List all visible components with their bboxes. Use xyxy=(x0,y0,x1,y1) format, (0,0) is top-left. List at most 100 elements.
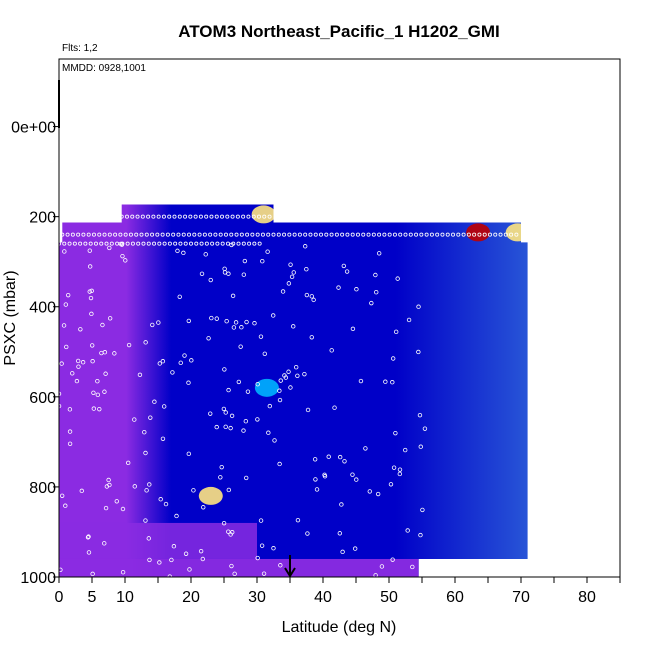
track-point xyxy=(293,365,299,370)
track-point xyxy=(120,253,125,259)
track-point xyxy=(339,502,344,507)
track-point xyxy=(186,451,192,457)
track-point xyxy=(226,529,231,534)
track-point xyxy=(271,546,276,551)
track-point xyxy=(337,454,343,460)
x-tick-label: 70 xyxy=(512,589,530,606)
track-point xyxy=(88,295,94,301)
track-point xyxy=(226,387,231,393)
track-point xyxy=(199,271,205,277)
track-point xyxy=(225,214,230,219)
track-point xyxy=(142,429,147,435)
track-point xyxy=(391,465,397,470)
x-tick-label: 60 xyxy=(446,589,464,606)
x-tick-label: 0 xyxy=(55,589,64,606)
track-point xyxy=(86,232,91,237)
track-point xyxy=(377,232,382,237)
track-point xyxy=(417,412,423,418)
track-point xyxy=(199,241,204,246)
track-point xyxy=(230,293,236,299)
track-point xyxy=(86,550,92,555)
track-point xyxy=(200,556,206,562)
track-point xyxy=(132,417,137,422)
track-point xyxy=(204,214,209,219)
track-point xyxy=(87,289,92,294)
y-axis: 0e+00 200 400 600 800 1000 xyxy=(11,120,59,587)
track-point xyxy=(174,513,179,519)
track-point xyxy=(231,241,236,246)
track-point xyxy=(221,406,227,412)
track-point xyxy=(250,232,255,237)
track-point xyxy=(286,369,291,374)
track-point xyxy=(424,232,429,237)
track-point xyxy=(147,557,152,563)
track-point xyxy=(162,241,167,246)
track-point xyxy=(280,289,286,294)
track-point xyxy=(289,274,295,280)
track-point xyxy=(126,342,132,348)
track-point xyxy=(209,315,214,321)
track-point xyxy=(72,241,77,246)
track-point xyxy=(120,506,126,512)
track-point xyxy=(340,549,345,555)
track-point xyxy=(350,232,355,237)
track-point xyxy=(124,214,129,219)
track-point xyxy=(128,232,133,237)
track-point xyxy=(76,364,81,369)
track-point xyxy=(120,241,125,246)
track-point xyxy=(81,232,86,237)
track-point xyxy=(252,321,257,326)
track-point xyxy=(95,378,100,384)
track-point xyxy=(203,252,208,257)
track-point xyxy=(130,241,135,246)
track-point xyxy=(440,232,445,237)
track-point xyxy=(183,214,188,219)
track-point xyxy=(194,241,199,246)
track-point xyxy=(222,367,227,372)
track-point xyxy=(376,251,382,256)
track-point xyxy=(340,232,345,237)
track-point xyxy=(241,241,246,246)
track-point xyxy=(302,371,307,377)
track-point xyxy=(189,358,194,363)
track-point xyxy=(420,507,425,513)
track-point xyxy=(342,459,347,464)
track-point xyxy=(242,258,248,264)
track-point xyxy=(175,248,180,254)
track-point xyxy=(223,424,228,430)
track-point xyxy=(178,360,183,366)
track-point xyxy=(259,543,265,548)
track-point xyxy=(319,232,324,237)
track-point xyxy=(103,505,109,511)
track-point xyxy=(229,413,235,419)
track-point xyxy=(266,430,271,435)
track-point xyxy=(341,263,347,269)
track-point xyxy=(286,281,292,286)
track-point xyxy=(130,214,135,219)
track-point xyxy=(171,232,176,237)
x-tick-label: 50 xyxy=(380,589,398,606)
x-tick-label: 10 xyxy=(116,589,134,606)
track-point xyxy=(451,232,456,237)
y-tick-label: 600 xyxy=(29,390,56,407)
track-point xyxy=(392,232,397,237)
track-point xyxy=(67,241,72,246)
track-point xyxy=(503,232,508,237)
track-point xyxy=(266,232,271,237)
track-point xyxy=(354,477,359,482)
track-point xyxy=(223,232,228,237)
track-point xyxy=(63,302,69,307)
track-point xyxy=(383,379,388,384)
track-point xyxy=(334,232,339,237)
track-point xyxy=(260,232,265,237)
track-point xyxy=(231,325,237,330)
track-point xyxy=(132,484,137,489)
track-point xyxy=(267,214,272,219)
track-point xyxy=(65,232,70,237)
track-point xyxy=(70,371,75,376)
track-point xyxy=(99,350,104,356)
track-point xyxy=(173,241,178,246)
track-point xyxy=(466,232,471,237)
track-point xyxy=(171,544,177,549)
track-point xyxy=(109,241,114,246)
